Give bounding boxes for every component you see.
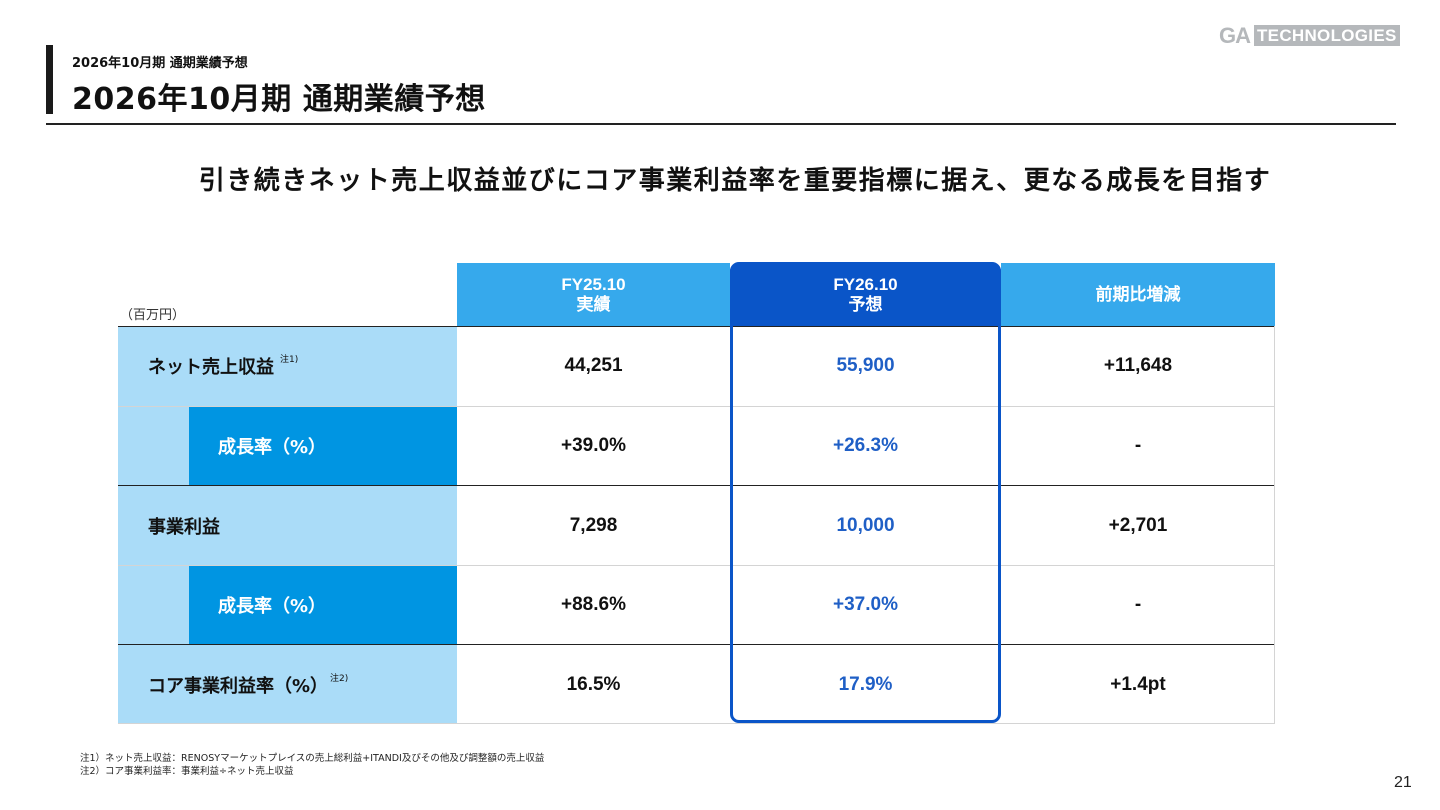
table-rule: [118, 485, 1275, 486]
cell-revenue-growth-change: -: [1134, 435, 1142, 456]
column-header-fy26-period: FY26.10: [833, 274, 898, 294]
cell-business-profit-fy25: 7,298: [569, 514, 618, 536]
row-label-profit-growth: 成長率（%）: [189, 565, 457, 645]
column-header-fy25-type: 実績: [576, 294, 611, 314]
row-label-net-revenue-text: ネット売上収益: [148, 357, 274, 378]
column-header-yoy-label: 前期比増減: [1095, 284, 1181, 304]
row-label-business-profit: 事業利益: [118, 486, 457, 565]
row-label-indent: [118, 406, 189, 486]
company-logo: GA TECHNOLOGIES: [1219, 23, 1400, 48]
table-right-border: [1274, 326, 1275, 724]
slide-headline: 引き続きネット売上収益並びにコア事業利益率を重要指標に据え、更なる成長を目指す: [198, 166, 1272, 196]
cell-net-revenue-change: +11,648: [1103, 355, 1173, 376]
cell-net-revenue-fy26: 55,900: [836, 355, 895, 376]
logo-ga-text: GA: [1219, 23, 1251, 48]
row-label-core-margin-text: コア事業利益率（%）: [148, 675, 329, 697]
table-rule: [118, 326, 1275, 327]
row-label-indent: [118, 565, 189, 645]
breadcrumb: 2026年10月期 通期業績予想: [72, 56, 248, 71]
footnote-1: 注1）ネット売上収益：RENOSYマーケットプレイスの売上総利益+ITANDI及…: [80, 753, 545, 764]
cell-core-margin-change: +1.4pt: [1110, 673, 1166, 695]
row-label-net-revenue: ネット売上収益 注1): [118, 326, 457, 406]
column-header-fy26-type: 予想: [848, 294, 883, 314]
row-label-profit-growth-text: 成長率（%）: [218, 596, 327, 617]
column-header-fy26: FY26.10 予想: [730, 263, 1001, 326]
table-rule: [118, 644, 1275, 645]
title-divider: [46, 123, 1396, 125]
column-header-fy25: FY25.10 実績: [457, 263, 730, 326]
cell-business-profit-change: +2,701: [1108, 514, 1168, 536]
row-label-business-profit-text: 事業利益: [148, 516, 220, 538]
table-rule: [118, 406, 1275, 407]
row-label-revenue-growth-text: 成長率（%）: [218, 437, 327, 458]
row-label-revenue-growth: 成長率（%）: [189, 406, 457, 486]
row-label-core-margin: コア事業利益率（%） 注2): [118, 645, 457, 724]
logo-technologies-text: TECHNOLOGIES: [1254, 25, 1400, 46]
cell-net-revenue-fy25: 44,251: [564, 355, 623, 376]
cell-profit-growth-fy26: +37.0%: [833, 594, 898, 615]
unit-label: （百万円）: [120, 308, 186, 323]
page-number: 21: [1394, 774, 1412, 791]
footnote-2: 注2）コア事業利益率：事業利益÷ネット売上収益: [80, 766, 294, 777]
table-rule: [118, 565, 1275, 566]
cell-business-profit-fy26: 10,000: [836, 514, 895, 536]
title-accent-bar: [46, 45, 53, 114]
cell-revenue-growth-fy25: +39.0%: [561, 435, 626, 456]
cell-revenue-growth-fy26: +26.3%: [833, 435, 898, 456]
column-header-yoy-change: 前期比増減: [1001, 263, 1275, 326]
cell-core-margin-fy25: 16.5%: [566, 673, 621, 695]
cell-profit-growth-change: -: [1134, 594, 1142, 615]
footnote-marker-2: 注2): [330, 674, 349, 684]
table-rule: [118, 723, 1275, 724]
footnote-marker-1: 注1): [280, 355, 299, 365]
cell-profit-growth-fy25: +88.6%: [561, 594, 626, 615]
cell-core-margin-fy26: 17.9%: [838, 673, 893, 695]
column-header-fy25-period: FY25.10: [561, 274, 626, 294]
page-title: 2026年10月期 通期業績予想: [72, 82, 486, 117]
